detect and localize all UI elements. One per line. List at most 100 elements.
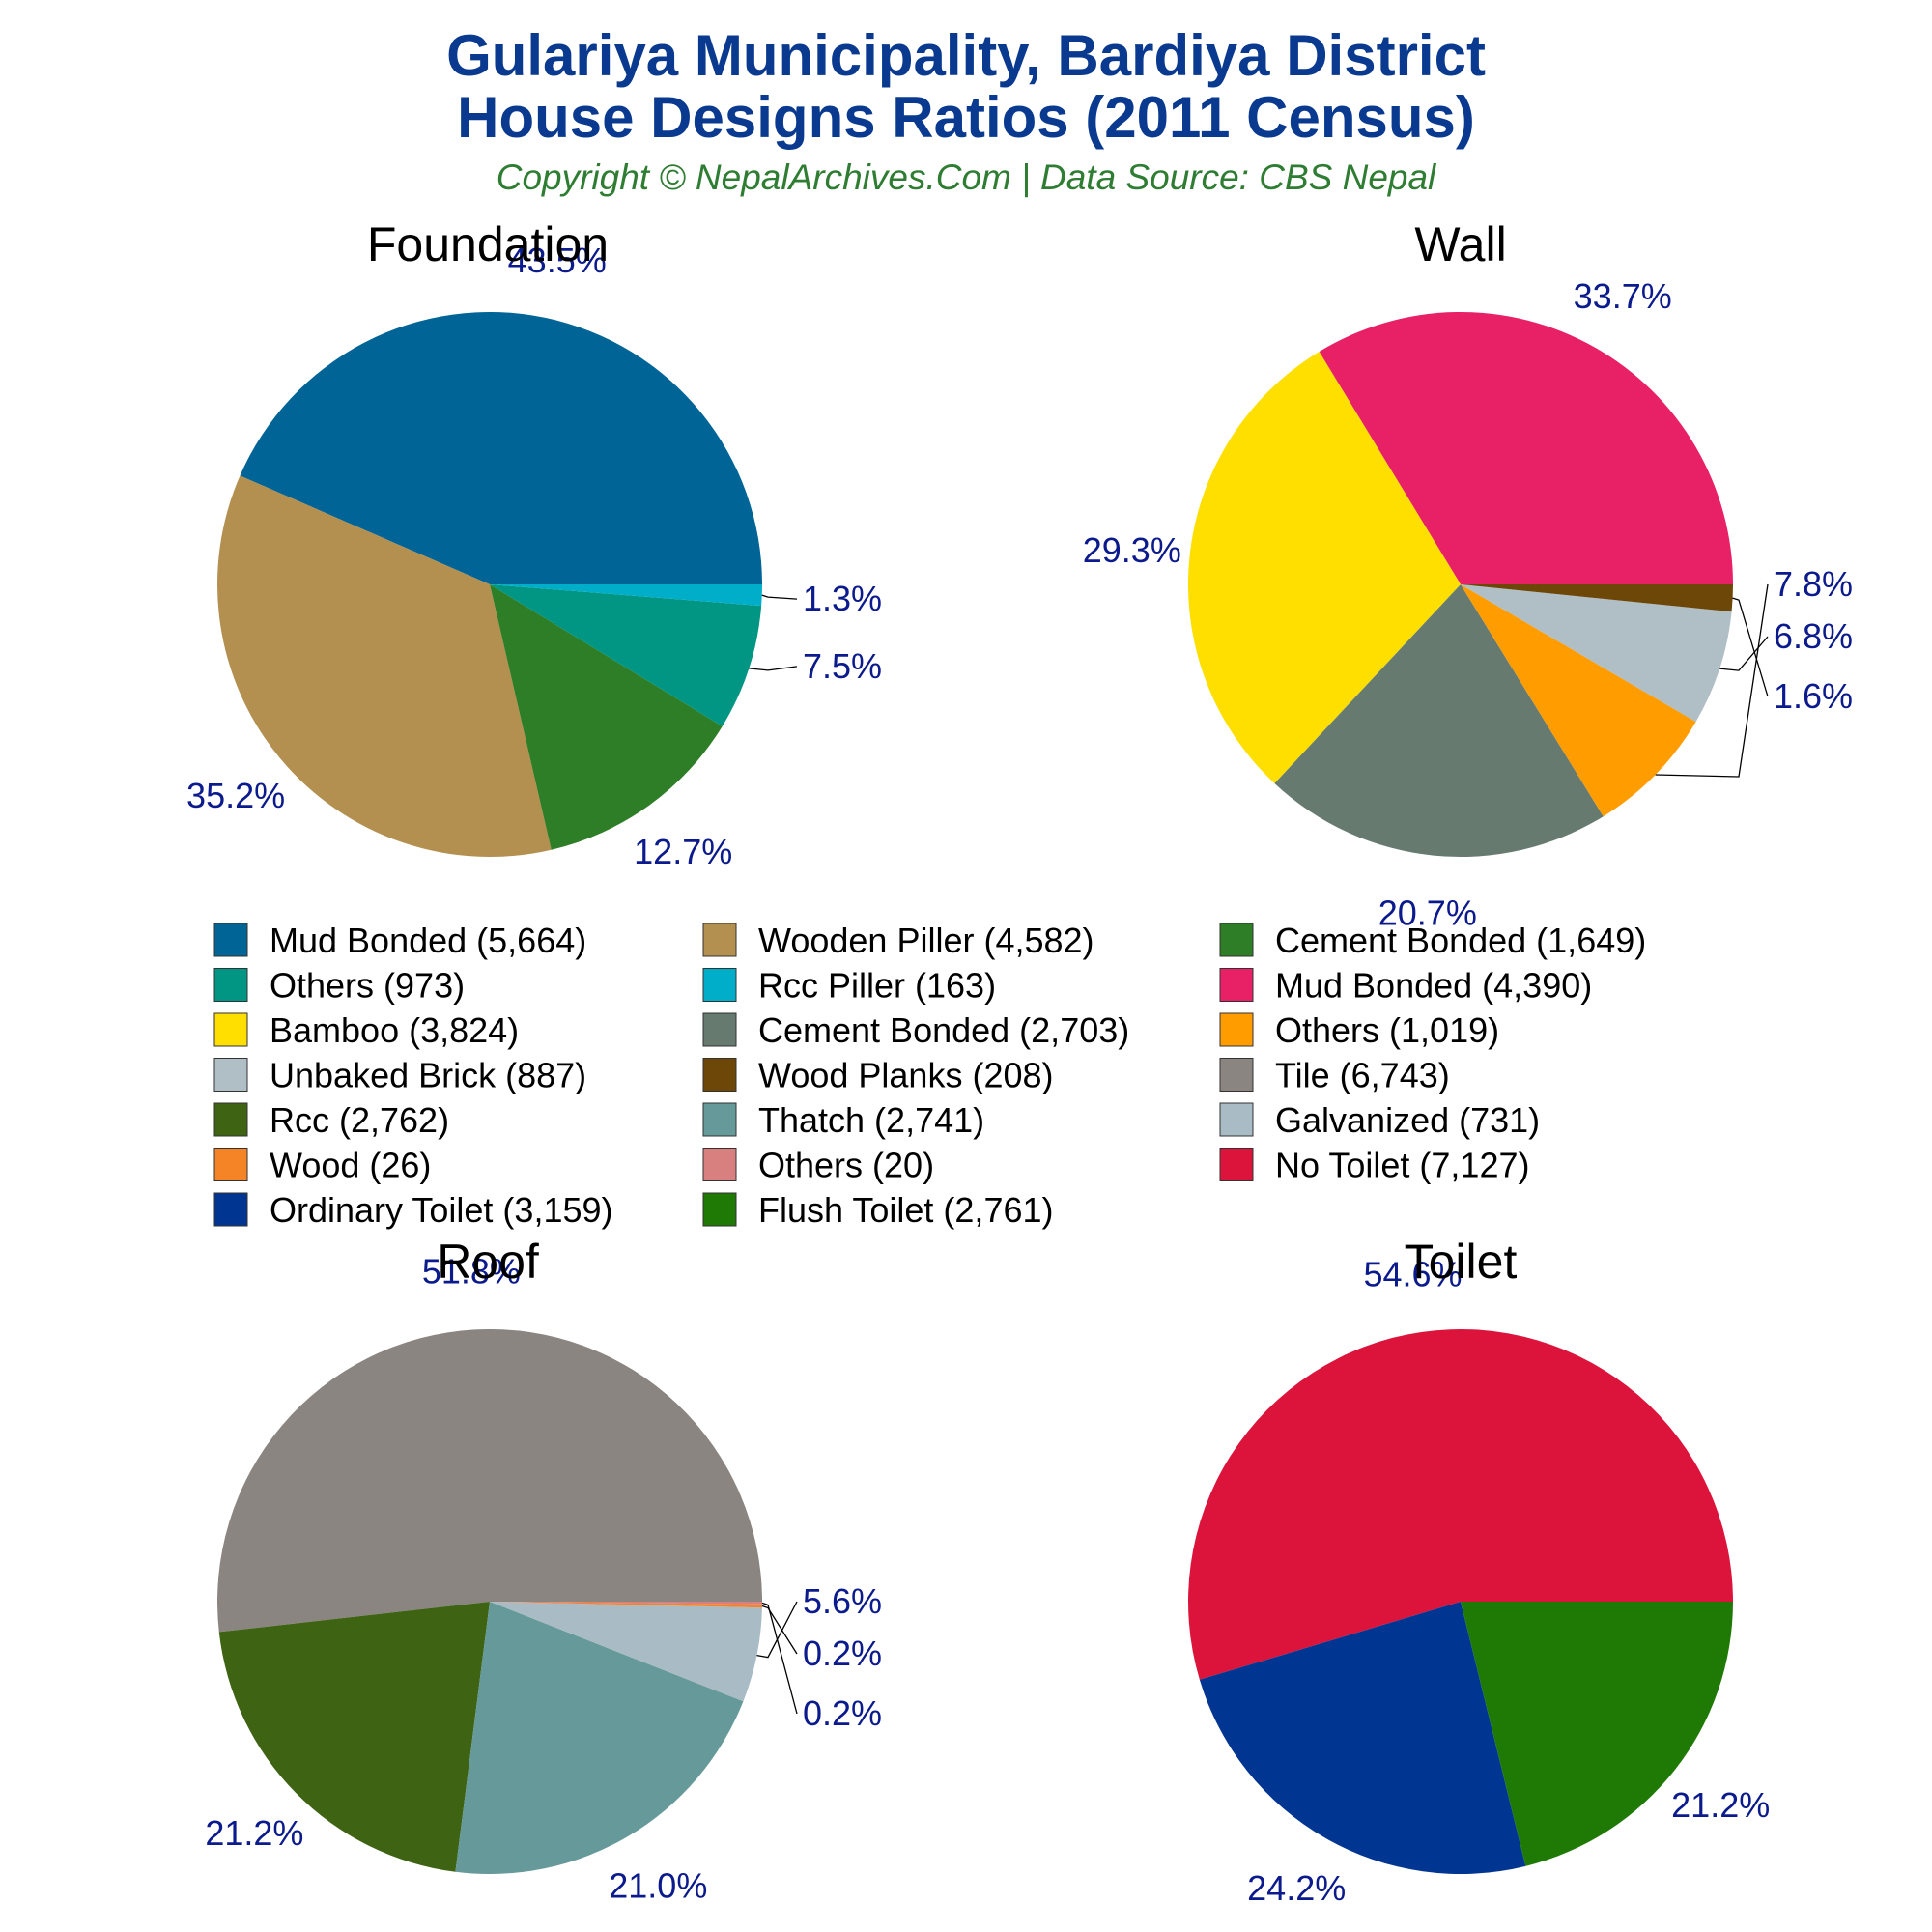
legend-swatch: [702, 1192, 737, 1227]
legend-label: Flush Toilet (2,761): [758, 1190, 1054, 1230]
pie-toilet-slice-flush-toilet: [1461, 1602, 1733, 1866]
legend-swatch: [1219, 1102, 1254, 1137]
legend: Mud Bonded (5,664) Wooden Piller (4,582) C…: [213, 921, 1646, 1230]
legend-swatch: [1219, 968, 1254, 1002]
pie-foundation-leader-others: [749, 666, 798, 671]
pie-wall-slice-others: [1461, 584, 1696, 817]
pie-wall-pct-cement-bonded: 20.7%: [1378, 893, 1477, 932]
chart-title-line2: House Designs Ratios (2011 Census): [457, 85, 1475, 150]
pie-foundation-slice-mud-bonded: [240, 312, 762, 584]
legend-swatch: [1219, 1148, 1254, 1181]
pie-roof-slice-rcc: [218, 1602, 490, 1872]
pie-toilet-slice-ordinary-toilet: [1199, 1602, 1526, 1874]
legend-item: Cement Bonded (2,703): [702, 1010, 1129, 1050]
legend-item: Thatch (2,741): [702, 1100, 984, 1140]
legend-label: Mud Bonded (4,390): [1275, 966, 1592, 1006]
legend-swatch: [702, 1148, 737, 1181]
legend-label: Cement Bonded (1,649): [1275, 921, 1646, 960]
pie-wall: 33.7% 29.3% 20.7% 7.8% 6.8% 1.6% Wall: [1083, 217, 1853, 932]
pie-wall-slice-wood-planks: [1461, 584, 1733, 612]
pie-foundation-pct-rcc-piller: 1.3%: [803, 579, 882, 618]
legend-item: Bamboo (3,824): [213, 1010, 519, 1050]
pie-wall-slice-unbaked-brick: [1461, 584, 1732, 723]
legend-swatch: [213, 1012, 248, 1047]
legend-swatch: [213, 1148, 248, 1181]
pie-wall-slice-cement-bonded: [1274, 584, 1604, 857]
legend-item: Wood Planks (208): [702, 1056, 1054, 1095]
legend-label: Thatch (2,741): [758, 1100, 984, 1140]
legend-label: Galvanized (731): [1275, 1100, 1540, 1140]
pie-toilet-title: Toilet: [1405, 1235, 1518, 1289]
pie-roof-leader-wood: [761, 1605, 798, 1655]
legend-swatch: [213, 923, 248, 957]
legend-label: Tile (6,743): [1275, 1056, 1450, 1095]
pie-wall-pct-mud-bonded: 33.7%: [1574, 276, 1672, 316]
legend-swatch: [702, 923, 737, 957]
legend-item: Wooden Piller (4,582): [702, 921, 1094, 960]
legend-label: Wood (26): [270, 1146, 431, 1185]
pie-toilet-pct-ordinary-toilet: 24.2%: [1247, 1868, 1346, 1908]
legend-item: Mud Bonded (4,390): [1219, 966, 1592, 1006]
legend-swatch: [1219, 923, 1254, 957]
pie-roof-pct-rcc: 21.2%: [205, 1813, 303, 1853]
pie-foundation-pct-others: 7.5%: [803, 646, 882, 686]
pie-wall-slice-mud-bonded: [1319, 311, 1733, 584]
pie-roof-pct-tile: 51.8%: [422, 1252, 521, 1292]
legend-label: Bamboo (3,824): [270, 1010, 519, 1050]
pie-foundation-slice-wooden-piller: [216, 475, 552, 858]
pie-roof-slice-wood: [490, 1602, 762, 1608]
legend-swatch: [213, 968, 248, 1002]
pie-roof-slice-tile: [217, 1328, 763, 1633]
legend-label: Unbaked Brick (887): [270, 1056, 586, 1095]
pie-wall-pct-bamboo: 29.3%: [1083, 530, 1181, 570]
pie-toilet-pct-no-toilet: 54.6%: [1363, 1255, 1462, 1294]
pie-wall-slice-bamboo: [1188, 351, 1461, 783]
legend-swatch: [702, 1058, 737, 1092]
pie-wall-leader-wood-planks: [1732, 597, 1769, 697]
legend-item: Galvanized (731): [1219, 1100, 1540, 1140]
pie-foundation-slice-others: [490, 584, 762, 726]
chart-subtitle: Copyright © NepalArchives.Com | Data Sou…: [497, 157, 1437, 197]
pie-foundation-slice-rcc-piller: [490, 584, 762, 607]
pie-roof-pct-others: 0.2%: [803, 1693, 882, 1733]
legend-label: Others (1,019): [1275, 1010, 1499, 1050]
legend-item: Flush Toilet (2,761): [702, 1190, 1054, 1230]
legend-label: Others (20): [758, 1146, 934, 1185]
legend-label: No Toilet (7,127): [1275, 1146, 1529, 1185]
legend-item: Cement Bonded (1,649): [1219, 921, 1646, 960]
pie-wall-pct-unbaked-brick: 6.8%: [1774, 616, 1853, 656]
pie-foundation: 43.5% 35.2% 12.7% 7.5% 1.3% Foundation: [186, 217, 882, 871]
pie-foundation-slice-cement-bonded: [490, 584, 723, 850]
pie-roof-slice-others: [490, 1602, 763, 1605]
pie-wall-pct-wood-planks: 1.6%: [1774, 676, 1853, 716]
pie-roof-leader-galvanized: [756, 1601, 798, 1659]
legend-swatch: [1219, 1012, 1254, 1047]
legend-label: Ordinary Toilet (3,159): [270, 1190, 613, 1230]
legend-swatch: [702, 1102, 737, 1137]
pie-wall-leader-unbaked-brick: [1719, 636, 1769, 671]
legend-item: Others (973): [213, 966, 465, 1006]
legend-item: Wood (26): [213, 1146, 431, 1185]
legend-swatch: [213, 1058, 248, 1092]
legend-item: Tile (6,743): [1219, 1056, 1450, 1095]
legend-swatch: [702, 1012, 737, 1047]
pie-panels: 43.5% 35.2% 12.7% 7.5% 1.3% Foundation 33.7% 29…: [186, 217, 1853, 1908]
pie-foundation-title: Foundation: [367, 217, 609, 271]
legend-item: Others (20): [702, 1146, 934, 1185]
legend-item: Rcc Piller (163): [702, 966, 996, 1006]
pie-toilet-pct-flush-toilet: 21.2%: [1671, 1785, 1770, 1825]
pie-roof-pct-galvanized: 5.6%: [803, 1581, 882, 1621]
pie-roof-pct-wood: 0.2%: [803, 1634, 882, 1673]
legend-label: Wooden Piller (4,582): [758, 921, 1094, 960]
legend-label: Cement Bonded (2,703): [758, 1010, 1129, 1050]
pie-toilet: 54.6% 24.2% 21.2% Toilet: [1187, 1235, 1770, 1908]
legend-item: Mud Bonded (5,664): [213, 921, 586, 960]
legend-label: Others (973): [270, 966, 465, 1006]
legend-item: No Toilet (7,127): [1219, 1146, 1529, 1185]
legend-swatch: [702, 968, 737, 1002]
pie-wall-title: Wall: [1414, 217, 1506, 271]
pie-foundation-leader-rcc-piller: [761, 594, 798, 600]
pie-roof-leader-others: [761, 1602, 798, 1715]
legend-label: Rcc (2,762): [270, 1100, 449, 1140]
